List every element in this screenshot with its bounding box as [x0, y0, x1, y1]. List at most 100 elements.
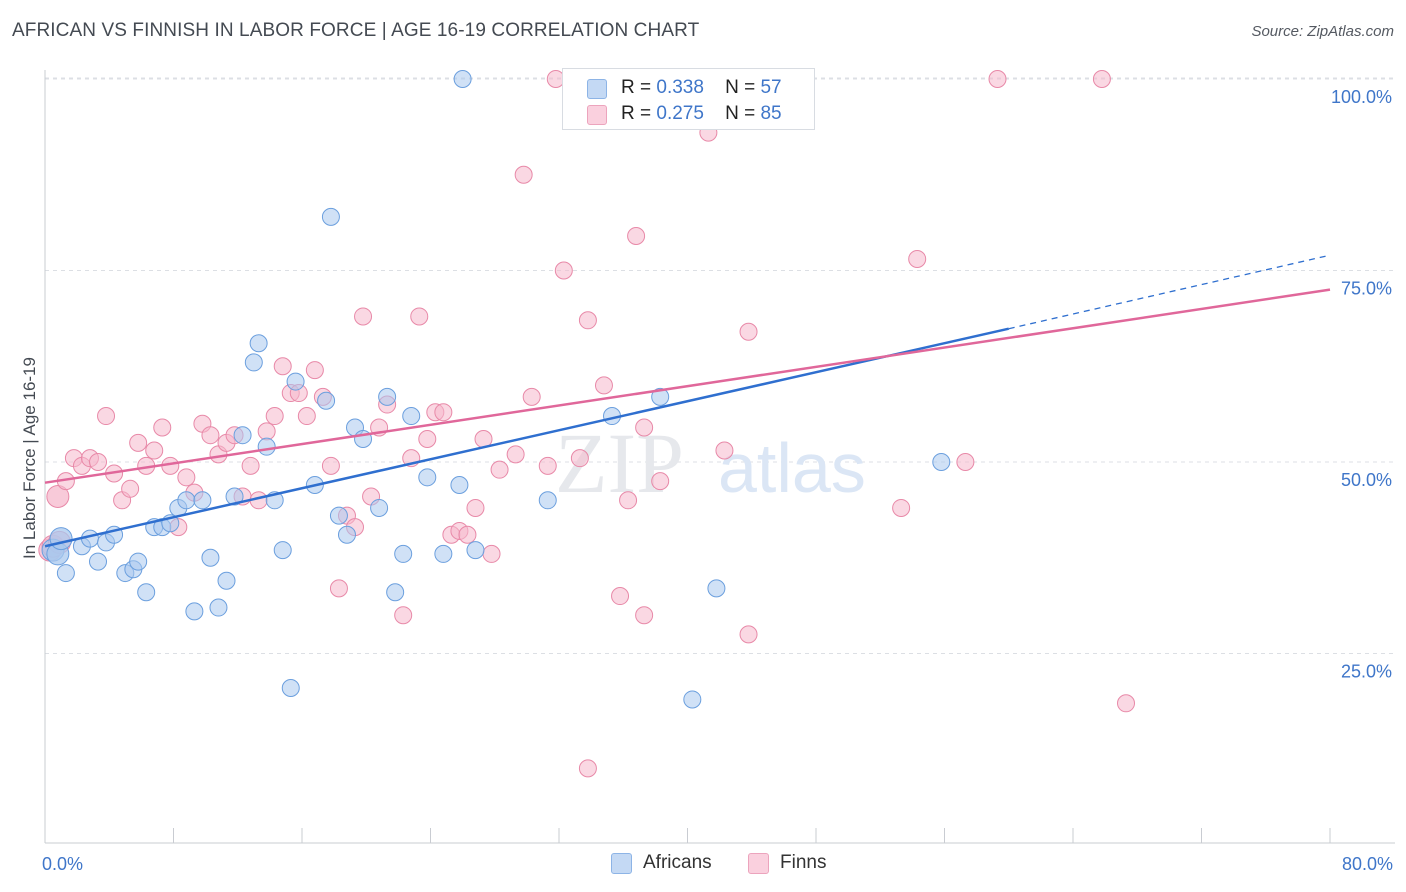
africans-point — [209, 598, 228, 617]
finns-point — [570, 449, 589, 468]
finns-n-label: N = — [725, 103, 756, 124]
finns-point — [410, 307, 429, 326]
africans-point — [402, 407, 421, 426]
finns-point — [619, 491, 638, 510]
finns-point — [89, 453, 108, 471]
africans-trend-line — [44, 327, 1010, 548]
tick-labels: 25.0% 50.0% 75.0% 100.0% 0.0% 80.0% — [42, 87, 1393, 874]
finns-point — [1117, 694, 1136, 713]
finns-point — [418, 430, 437, 449]
finns-point — [129, 433, 148, 452]
finns-point — [538, 456, 557, 475]
finns-point — [739, 322, 758, 341]
finns-point — [578, 759, 597, 778]
finns-point — [635, 418, 654, 437]
finns-legend-label: Finns — [780, 852, 827, 873]
africans-point — [137, 583, 156, 602]
finns-point — [121, 479, 140, 498]
africans-point — [370, 498, 389, 517]
correlation-legend: R = 0.338 N = 57 R = 0.275 N = 85 — [562, 68, 815, 130]
finns-point — [321, 456, 340, 475]
africans-legend-swatch — [611, 853, 632, 874]
finns-trend-line — [44, 288, 1331, 484]
y-tick-label: 75.0% — [1341, 279, 1392, 299]
africans-legend-label: Africans — [643, 852, 712, 873]
africans-n-label: N = — [725, 77, 756, 98]
finns-point — [145, 441, 164, 460]
africans-r-value: 0.338 — [656, 77, 704, 98]
africans-point — [129, 552, 148, 571]
finns-r-value: 0.275 — [656, 103, 704, 124]
y-tick-label: 100.0% — [1331, 87, 1392, 107]
finns-point — [892, 498, 911, 517]
finns-legend-swatch — [748, 853, 769, 874]
chart-title: AFRICAN VS FINNISH IN LABOR FORCE | AGE … — [12, 20, 700, 41]
africans-point — [453, 70, 472, 88]
watermark-atlas: atlas — [718, 429, 866, 507]
finns-point — [908, 250, 927, 269]
africans-point — [217, 571, 236, 590]
africans-points — [41, 70, 951, 709]
finns-point — [956, 453, 975, 471]
finns-point — [177, 468, 196, 487]
axes — [44, 70, 1395, 844]
africans-point — [56, 564, 75, 583]
africans-point — [193, 491, 212, 510]
africans-point — [257, 437, 276, 456]
finns-point — [265, 407, 284, 426]
x-tick-label-min: 0.0% — [42, 854, 83, 874]
africans-point — [249, 334, 268, 353]
finns-point — [578, 311, 597, 330]
finns-point — [394, 606, 413, 625]
africans-r-label: R = — [621, 77, 652, 98]
finns-point — [354, 307, 373, 326]
finns-point — [506, 445, 525, 464]
africans-point — [281, 678, 300, 697]
africans-point — [683, 690, 702, 709]
africans-point — [244, 353, 263, 372]
africans-point — [932, 453, 951, 471]
africans-point — [225, 487, 244, 506]
finns-point — [554, 261, 573, 280]
finns-point — [490, 460, 509, 479]
africans-point — [329, 506, 348, 525]
finns-point — [635, 606, 654, 625]
finns-point — [466, 498, 485, 517]
finns-point — [46, 484, 70, 508]
finns-point — [458, 525, 477, 544]
africans-point — [378, 387, 397, 406]
africans-point — [466, 541, 485, 560]
finns-point — [273, 357, 292, 376]
africans-n-value: 57 — [760, 77, 782, 98]
africans-point — [707, 579, 726, 598]
finns-point — [297, 407, 316, 426]
africans-point — [317, 391, 336, 410]
finns-point — [1092, 70, 1111, 88]
africans-point — [286, 372, 305, 391]
africans-point — [434, 544, 453, 563]
africans-point — [49, 527, 73, 551]
finns-n-value: 85 — [760, 103, 782, 124]
finns-point — [651, 472, 670, 491]
finns-point — [739, 625, 758, 644]
africans-trend-extension — [1008, 254, 1331, 330]
africans-point — [185, 602, 204, 621]
finns-point — [514, 165, 533, 184]
africans-swatch — [587, 79, 607, 99]
finns-point — [522, 387, 541, 406]
finns-point — [988, 70, 1007, 88]
africans-point — [418, 468, 437, 487]
finns-r-label: R = — [621, 103, 652, 124]
africans-point — [450, 475, 469, 494]
trend-lines — [44, 254, 1331, 548]
finns-point — [611, 587, 630, 606]
finns-point — [241, 456, 260, 475]
africans-point — [386, 583, 405, 602]
finns-point — [201, 426, 220, 445]
africans-point — [394, 544, 413, 563]
africans-point — [201, 548, 220, 567]
africans-point — [177, 491, 196, 510]
x-tick-label-max: 80.0% — [1342, 854, 1393, 874]
finns-point — [329, 579, 348, 598]
africans-point — [89, 552, 108, 571]
